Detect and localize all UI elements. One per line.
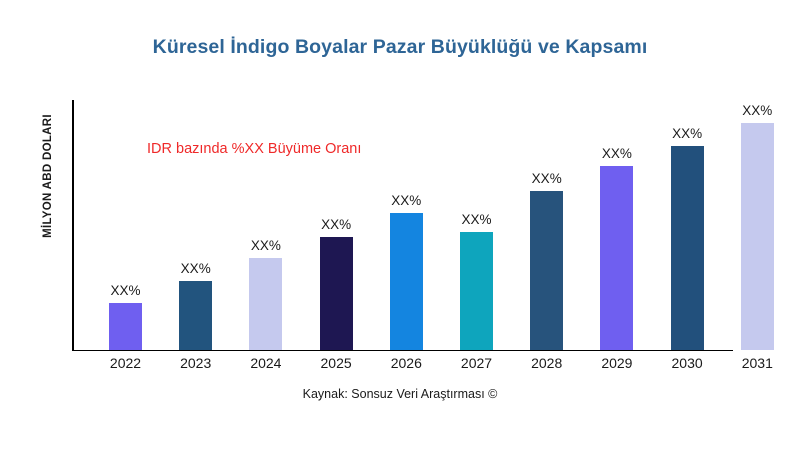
x-tick-2023: 2023	[180, 355, 212, 371]
x-tick-2025: 2025	[320, 355, 352, 371]
bar-value-label-2030: XX%	[672, 125, 703, 141]
bar-value-label-2027: XX%	[461, 211, 492, 227]
x-tick-2028: 2028	[531, 355, 563, 371]
y-axis-line	[72, 100, 74, 351]
bar-2024[interactable]	[249, 258, 283, 350]
bar-value-label-2029: XX%	[601, 145, 632, 161]
bar-2029[interactable]	[600, 165, 634, 350]
bar-value-label-2026: XX%	[391, 192, 422, 208]
bar-2031[interactable]	[740, 122, 774, 350]
bar-value-label-2025: XX%	[321, 216, 352, 232]
bar-2023[interactable]	[179, 281, 213, 350]
bar-value-label-2022: XX%	[110, 283, 141, 299]
x-tick-2029: 2029	[601, 355, 633, 371]
growth-rate-annotation: IDR bazında %XX Büyüme Oranı	[147, 141, 362, 157]
x-axis-line	[72, 349, 733, 352]
bar-2027[interactable]	[460, 231, 493, 350]
x-tick-2027: 2027	[460, 355, 493, 371]
bar-value-label-2031: XX%	[742, 102, 773, 118]
x-tick-2030: 2030	[671, 355, 703, 371]
bar-value-label-2023: XX%	[180, 261, 211, 277]
bar-2026[interactable]	[389, 212, 423, 350]
bar-2022[interactable]	[109, 303, 142, 350]
x-tick-2024: 2024	[250, 355, 282, 371]
x-tick-2026: 2026	[390, 355, 422, 371]
bar-value-label-2028: XX%	[531, 170, 562, 186]
x-tick-2022: 2022	[109, 355, 142, 371]
bar-2028[interactable]	[530, 190, 564, 350]
bar-2025[interactable]	[319, 236, 353, 350]
page-title: Küresel İndigo Boyalar Pazar Büyüklüğü v…	[152, 36, 648, 58]
bar-2030[interactable]	[670, 145, 704, 350]
bar-value-label-2024: XX%	[250, 238, 281, 254]
source-caption: Kaynak: Sonsuz Veri Araştırması ©	[302, 387, 498, 401]
x-tick-2031: 2031	[741, 355, 773, 371]
